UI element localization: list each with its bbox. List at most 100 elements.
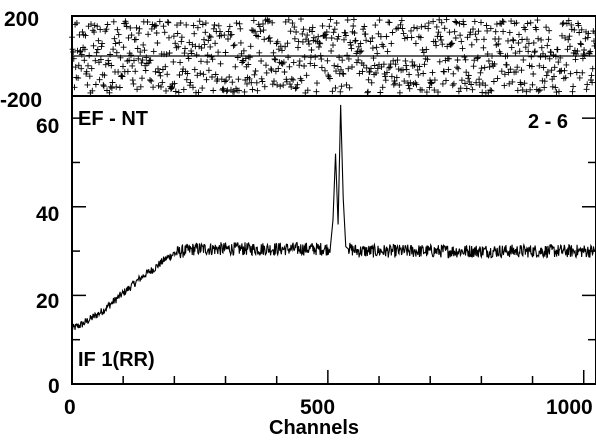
residual-point <box>106 89 113 96</box>
residual-point <box>284 40 291 47</box>
residual-point <box>397 21 404 28</box>
spectrum-line <box>71 104 596 331</box>
residual-point <box>191 30 198 37</box>
residual-point <box>201 41 208 48</box>
residual-point <box>186 82 193 89</box>
residual-point <box>172 88 179 95</box>
residual-point <box>458 38 465 45</box>
residual-point <box>548 67 555 74</box>
residual-point <box>446 55 452 62</box>
residual-point <box>446 29 453 36</box>
residual-point <box>522 44 529 51</box>
residual-point <box>78 65 85 72</box>
residual-point <box>538 44 545 51</box>
residual-point <box>188 47 195 54</box>
residual-point <box>287 81 293 88</box>
residual-point <box>374 50 381 57</box>
residual-point <box>127 24 134 31</box>
spectrum-frame <box>71 95 596 385</box>
residual-point <box>373 70 379 76</box>
residual-point <box>349 64 355 70</box>
residual-point <box>492 28 499 35</box>
residual-point <box>532 48 538 55</box>
residual-point <box>164 19 171 25</box>
y-tick-label-40: 40 <box>36 203 59 226</box>
residual-point <box>461 54 468 61</box>
residual-point <box>270 49 277 56</box>
residual-point <box>384 48 391 55</box>
residual-point <box>450 80 457 87</box>
residual-point <box>197 70 204 77</box>
residual-point <box>139 75 145 82</box>
residual-point <box>137 49 144 56</box>
residual-point <box>441 68 448 75</box>
residual-point <box>380 43 387 50</box>
residual-point <box>437 33 444 40</box>
residual-point <box>96 76 103 83</box>
residual-point <box>202 20 209 27</box>
residual-point <box>303 72 310 79</box>
residual-point <box>108 85 115 91</box>
residual-point <box>355 43 362 50</box>
residual-point <box>217 28 223 35</box>
residual-point <box>331 62 338 69</box>
residual-point <box>191 66 198 73</box>
residual-point <box>89 87 96 94</box>
residual-point <box>411 62 418 69</box>
residual-point <box>211 22 218 28</box>
residual-point <box>390 57 397 64</box>
residual-point <box>513 19 520 26</box>
residual-point <box>536 62 543 69</box>
residual-point <box>100 82 107 88</box>
residual-point <box>329 88 336 95</box>
residual-point <box>589 65 596 72</box>
residual-point <box>135 55 142 62</box>
residual-point <box>88 21 94 28</box>
residual-point <box>421 61 428 68</box>
residual-point <box>449 40 456 47</box>
residual-point <box>575 22 582 29</box>
residual-point <box>506 29 513 36</box>
residual-point <box>363 64 370 71</box>
residual-point <box>479 89 486 96</box>
residual-point <box>490 78 497 85</box>
residual-point <box>301 54 308 61</box>
residual-point <box>116 84 123 91</box>
residual-point <box>330 42 336 49</box>
residual-point <box>415 71 422 78</box>
residual-point <box>256 49 263 56</box>
residual-point <box>84 81 91 88</box>
residual-point <box>301 63 308 69</box>
residual-point <box>100 83 107 90</box>
residual-point <box>534 17 541 24</box>
residual-point <box>255 33 262 40</box>
residual-point <box>307 60 314 67</box>
residual-point <box>484 27 491 34</box>
residual-point <box>520 56 527 63</box>
residual-point <box>252 68 259 74</box>
residual-point <box>500 28 507 35</box>
residual-point <box>244 80 250 87</box>
residual-point <box>252 28 258 35</box>
residual-point <box>386 19 393 26</box>
residual-point <box>350 23 357 29</box>
residual-point <box>562 34 569 41</box>
x-axis-label: Channels <box>269 417 359 439</box>
residual-point <box>538 36 545 43</box>
residual-point <box>559 32 565 39</box>
residual-point <box>566 33 573 40</box>
residual-point <box>177 20 184 26</box>
residual-point <box>443 16 450 23</box>
residual-point <box>447 41 454 48</box>
residual-point <box>552 53 559 60</box>
residual-point <box>131 57 137 64</box>
residual-point <box>97 56 104 63</box>
residual-point <box>583 86 590 93</box>
residual-point <box>486 63 493 70</box>
residual-point <box>237 39 244 46</box>
residual-point <box>531 49 538 56</box>
residual-point <box>292 85 299 92</box>
residual-point <box>357 49 363 55</box>
residual-point <box>147 57 154 64</box>
residual-point <box>258 58 265 64</box>
